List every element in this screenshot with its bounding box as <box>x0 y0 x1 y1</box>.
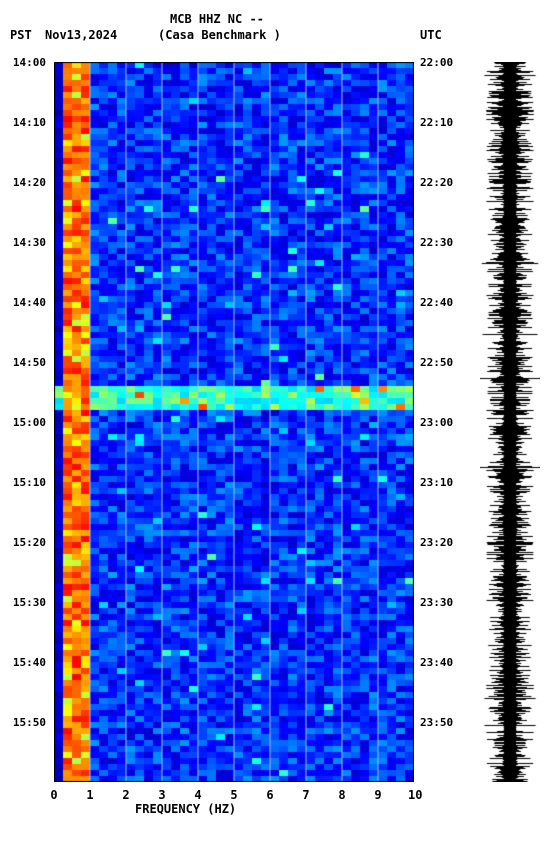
pst-tick: 14:30 <box>8 236 46 249</box>
spectrogram-plot <box>54 62 414 782</box>
pst-tick: 15:40 <box>8 656 46 669</box>
tz-right-label: UTC <box>420 28 442 42</box>
utc-tick: 23:20 <box>420 536 453 549</box>
utc-tick: 23:00 <box>420 416 453 429</box>
pst-tick: 14:10 <box>8 116 46 129</box>
freq-tick: 8 <box>336 788 348 802</box>
freq-tick: 3 <box>156 788 168 802</box>
freq-tick: 10 <box>408 788 420 802</box>
pst-tick: 15:00 <box>8 416 46 429</box>
station-name: (Casa Benchmark ) <box>158 28 281 42</box>
utc-tick: 22:00 <box>420 56 453 69</box>
x-axis-label: FREQUENCY (HZ) <box>135 802 236 816</box>
waveform-trace <box>480 62 540 782</box>
pst-tick: 15:30 <box>8 596 46 609</box>
utc-tick: 22:50 <box>420 356 453 369</box>
freq-tick: 4 <box>192 788 204 802</box>
pst-tick: 15:20 <box>8 536 46 549</box>
freq-tick: 6 <box>264 788 276 802</box>
utc-tick: 22:40 <box>420 296 453 309</box>
utc-tick: 23:30 <box>420 596 453 609</box>
freq-tick: 1 <box>84 788 96 802</box>
pst-tick: 14:50 <box>8 356 46 369</box>
utc-tick: 22:10 <box>420 116 453 129</box>
pst-tick: 14:00 <box>8 56 46 69</box>
utc-tick: 22:20 <box>420 176 453 189</box>
utc-tick: 23:40 <box>420 656 453 669</box>
freq-tick: 0 <box>48 788 60 802</box>
pst-tick: 14:20 <box>8 176 46 189</box>
station-code: MCB HHZ NC -- <box>170 12 264 26</box>
utc-tick: 22:30 <box>420 236 453 249</box>
utc-tick: 23:10 <box>420 476 453 489</box>
freq-tick: 7 <box>300 788 312 802</box>
freq-tick: 2 <box>120 788 132 802</box>
utc-tick: 23:50 <box>420 716 453 729</box>
pst-tick: 15:10 <box>8 476 46 489</box>
pst-tick: 15:50 <box>8 716 46 729</box>
tz-left-label: PST <box>10 28 32 42</box>
date-label: Nov13,2024 <box>45 28 117 42</box>
freq-tick: 5 <box>228 788 240 802</box>
freq-tick: 9 <box>372 788 384 802</box>
pst-tick: 14:40 <box>8 296 46 309</box>
